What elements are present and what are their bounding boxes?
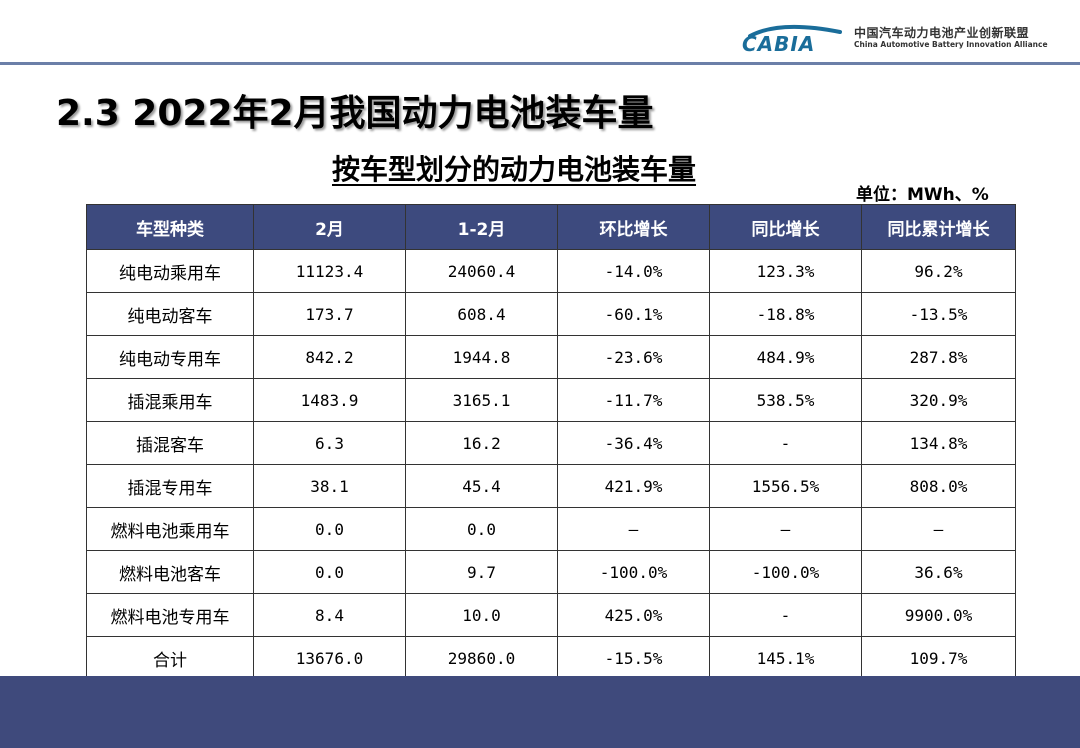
org-name-en: China Automotive Battery Innovation Alli…: [854, 40, 1048, 49]
table-row: 纯电动乘用车 11123.4 24060.4 -14.0% 123.3% 96.2%: [86, 249, 1016, 293]
table-cell: 6.3: [253, 421, 406, 465]
table-cell: 145.1%: [709, 636, 862, 680]
table-cell: 96.2%: [861, 249, 1016, 293]
vehicle-type-cell: 燃料电池专用车: [86, 593, 254, 637]
table-header-row: 车型种类 2月 1-2月 环比增长 同比增长 同比累计增长: [86, 204, 1016, 250]
table-cell: 320.9%: [861, 378, 1016, 422]
column-header: 车型种类: [86, 204, 254, 250]
header-band: [0, 0, 1080, 62]
slide-title: 2.3 2022年2月我国动力电池装车量: [56, 93, 654, 134]
table-cell: 109.7%: [861, 636, 1016, 680]
table-cell: 421.9%: [557, 464, 710, 508]
table-cell: 808.0%: [861, 464, 1016, 508]
table-row: 纯电动专用车 842.2 1944.8 -23.6% 484.9% 287.8%: [86, 335, 1016, 379]
table-cell: 287.8%: [861, 335, 1016, 379]
table-cell: -100.0%: [709, 550, 862, 594]
table-row: 插混客车 6.3 16.2 -36.4% -134.8%: [86, 421, 1016, 465]
table-row: 燃料电池专用车 8.4 10.0 425.0% -9900.0%: [86, 593, 1016, 637]
vehicle-type-cell: 插混乘用车: [86, 378, 254, 422]
vehicle-type-cell: 燃料电池客车: [86, 550, 254, 594]
table-cell: -18.8%: [709, 292, 862, 336]
cabia-logo: CABIA 中国汽车动力电池产业创新联盟 China Automotive Ba…: [740, 18, 1048, 54]
table-cell: 3165.1: [405, 378, 558, 422]
vehicle-type-cell: 纯电动乘用车: [86, 249, 254, 293]
header-rule: [0, 62, 1080, 65]
table-cell: 484.9%: [709, 335, 862, 379]
table-cell: -: [709, 421, 862, 465]
vehicle-type-cell: 合计: [86, 636, 254, 680]
vehicle-type-cell: 燃料电池乘用车: [86, 507, 254, 551]
table-cell: 173.7: [253, 292, 406, 336]
unit-note: 单位：MWh、%: [856, 185, 989, 205]
table-cell: 16.2: [405, 421, 558, 465]
vehicle-type-cell: 插混专用车: [86, 464, 254, 508]
table-cell: 9900.0%: [861, 593, 1016, 637]
column-header: 同比增长: [709, 204, 862, 250]
table-cell: -11.7%: [557, 378, 710, 422]
vehicle-type-cell: 纯电动客车: [86, 292, 254, 336]
table-cell: 38.1: [253, 464, 406, 508]
table-row: 燃料电池乘用车 0.0 0.0— — —: [86, 507, 1016, 551]
org-name-cn: 中国汽车动力电池产业创新联盟: [854, 26, 1030, 40]
column-header: 同比累计增长: [861, 204, 1016, 250]
table-title: 按车型划分的动力电池装车量: [332, 153, 697, 186]
table-cell: 1483.9: [253, 378, 406, 422]
svg-text:CABIA: CABIA: [742, 32, 815, 54]
table-cell: 0.0: [253, 507, 406, 551]
table-cell: —: [861, 507, 1016, 551]
table-cell: 538.5%: [709, 378, 862, 422]
table-cell: 425.0%: [557, 593, 710, 637]
table-cell: 11123.4: [253, 249, 406, 293]
table-cell: 842.2: [253, 335, 406, 379]
vehicle-type-cell: 插混客车: [86, 421, 254, 465]
table-cell: 36.6%: [861, 550, 1016, 594]
table-cell: 45.4: [405, 464, 558, 508]
table-cell: -14.0%: [557, 249, 710, 293]
table-row: 插混专用车 38.1 45.4 421.9% 1556.5% 808.0%: [86, 464, 1016, 508]
table-cell: -23.6%: [557, 335, 710, 379]
table-row: 燃料电池客车 0.0 9.7 -100.0% -100.0% 36.6%: [86, 550, 1016, 594]
vehicle-type-cell: 纯电动专用车: [86, 335, 254, 379]
table-cell: 9.7: [405, 550, 558, 594]
table-body: 纯电动乘用车 11123.4 24060.4 -14.0% 123.3% 96.2% 纯电动…: [86, 249, 1016, 680]
table-cell: -100.0%: [557, 550, 710, 594]
table-row: 插混乘用车 1483.9 3165.1 -11.7% 538.5% 320.9%: [86, 378, 1016, 422]
battery-installation-table: 车型种类 2月 1-2月 环比增长 同比增长 同比累计增长 纯电动乘用车 1112…: [86, 204, 1016, 680]
footer-band: [0, 676, 1080, 748]
table-cell: -13.5%: [861, 292, 1016, 336]
cabia-logo-icon: CABIA: [742, 24, 842, 54]
column-header: 1-2月: [405, 204, 558, 250]
table-cell: 123.3%: [709, 249, 862, 293]
table-cell: -15.5%: [557, 636, 710, 680]
table-cell: 29860.0: [405, 636, 558, 680]
table-cell: 1944.8: [405, 335, 558, 379]
table-cell: 608.4: [405, 292, 558, 336]
table-row: 纯电动客车 173.7 608.4 -60.1% -18.8% -13.5%: [86, 292, 1016, 336]
table-cell: —: [709, 507, 862, 551]
column-header: 2月: [253, 204, 406, 250]
table-cell: 24060.4: [405, 249, 558, 293]
table-cell: 0.0: [253, 550, 406, 594]
table-cell: —: [557, 507, 710, 551]
table-row: 合计 13676.0 29860.0 -15.5% 145.1% 109.7%: [86, 636, 1016, 680]
table-cell: 0.0: [405, 507, 558, 551]
table-cell: 8.4: [253, 593, 406, 637]
column-header: 环比增长: [557, 204, 710, 250]
table-cell: 10.0: [405, 593, 558, 637]
table-cell: 1556.5%: [709, 464, 862, 508]
table-cell: -: [709, 593, 862, 637]
table-cell: 134.8%: [861, 421, 1016, 465]
table-cell: -60.1%: [557, 292, 710, 336]
table-cell: -36.4%: [557, 421, 710, 465]
table-cell: 13676.0: [253, 636, 406, 680]
